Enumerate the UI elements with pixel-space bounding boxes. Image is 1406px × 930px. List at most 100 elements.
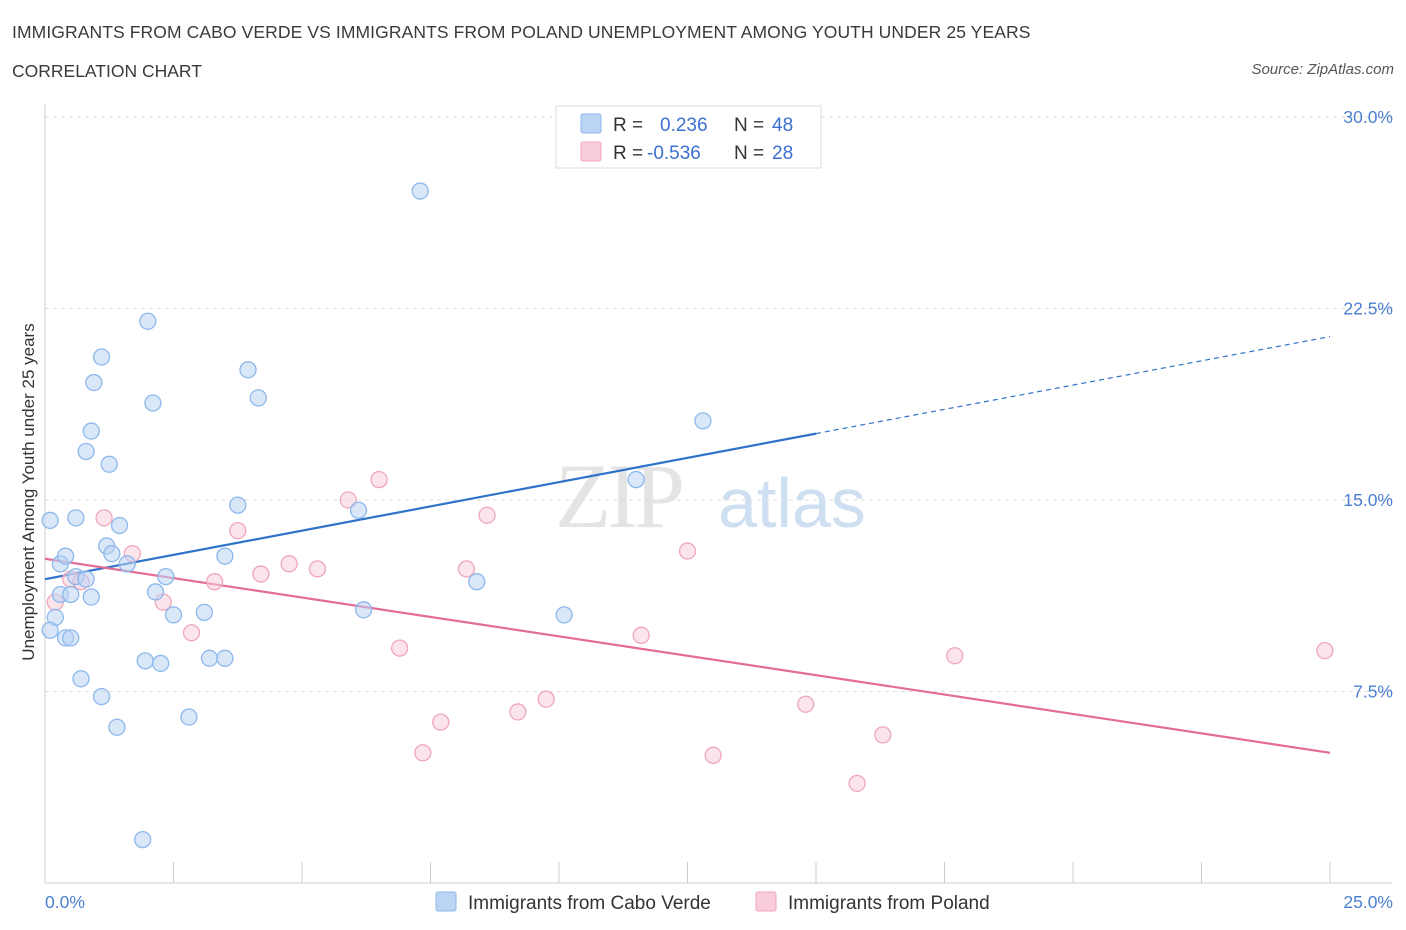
data-point-cabo-verde: [694, 412, 712, 430]
data-point-cabo-verde: [85, 373, 103, 392]
data-point-cabo-verde: [67, 509, 85, 527]
gridlines: [45, 116, 1392, 692]
data-point-cabo-verde: [411, 182, 429, 200]
data-point-cabo-verde: [139, 312, 157, 330]
legend-n-label-poland: N =: [734, 143, 764, 164]
data-point-cabo-verde: [146, 583, 165, 601]
stats-legend: R = 0.236 N = 48 R = -0.536 N = 28: [555, 105, 822, 169]
data-point-poland: [1316, 641, 1334, 660]
data-point-cabo-verde: [41, 621, 59, 639]
data-point-cabo-verde: [134, 830, 152, 849]
legend-swatch-cabo-verde: [580, 113, 602, 134]
legend-r-label-cabo-verde: R =: [613, 115, 643, 136]
legend-n-label-cabo-verde: N =: [734, 115, 764, 136]
data-point-cabo-verde: [77, 570, 95, 588]
data-point-cabo-verde: [157, 567, 175, 586]
data-point-cabo-verde: [151, 654, 170, 673]
data-point-cabo-verde: [92, 348, 111, 366]
data-point-cabo-verde: [249, 389, 267, 407]
watermark-atlas: atlas: [718, 464, 866, 542]
data-point-cabo-verde: [180, 708, 198, 726]
data-point-poland: [308, 560, 327, 578]
data-point-cabo-verde: [627, 470, 645, 489]
legend-r-value-cabo-verde: 0.236: [660, 115, 708, 136]
data-point-poland: [370, 470, 388, 489]
data-point-poland: [339, 491, 357, 509]
bottom-legend-swatch-cabo-verde: [435, 891, 457, 912]
data-point-cabo-verde: [108, 718, 126, 736]
trend-lines: [44, 335, 1331, 754]
axes: [44, 104, 1392, 884]
data-point-poland: [537, 690, 555, 708]
data-point-cabo-verde: [56, 547, 75, 565]
data-point-poland: [229, 521, 247, 540]
legend-n-value-cabo-verde: 48: [772, 115, 793, 136]
trend-line-poland: [44, 557, 1331, 754]
data-point-poland: [632, 626, 650, 644]
bottom-legend-label-cabo-verde: Immigrants from Cabo Verde: [468, 893, 711, 914]
data-point-cabo-verde: [110, 516, 129, 535]
series-legend: Immigrants from Cabo Verde Immigrants fr…: [435, 891, 990, 914]
chart-title: IMMIGRANTS FROM CABO VERDE VS IMMIGRANTS…: [12, 22, 1031, 42]
data-points: [41, 182, 1334, 849]
data-point-cabo-verde: [118, 555, 136, 573]
data-point-cabo-verde: [72, 670, 90, 688]
legend-r-label-poland: R =: [613, 143, 643, 164]
data-point-poland: [205, 573, 224, 591]
y-tick-label: 7.5%: [1353, 682, 1393, 702]
data-point-cabo-verde: [216, 649, 234, 667]
data-point-cabo-verde: [229, 496, 247, 514]
data-point-cabo-verde: [103, 544, 121, 563]
y-tick-label: 15.0%: [1343, 490, 1393, 510]
data-point-poland: [414, 744, 432, 762]
data-point-poland: [95, 509, 113, 527]
data-point-cabo-verde: [100, 455, 118, 473]
trend-line-cabo-verde: [44, 432, 817, 581]
data-point-cabo-verde: [62, 629, 80, 647]
data-point-cabo-verde: [555, 606, 573, 624]
data-point-cabo-verde: [62, 585, 80, 604]
data-point-poland: [704, 746, 722, 764]
data-point-cabo-verde: [41, 511, 59, 530]
data-point-cabo-verde: [77, 442, 95, 461]
data-point-cabo-verde: [164, 606, 183, 624]
y-axis-label: Unemployment Among Youth under 25 years: [19, 323, 38, 660]
data-point-poland: [252, 565, 270, 583]
x-tick-max: 25.0%: [1343, 892, 1393, 912]
data-point-cabo-verde: [136, 652, 154, 670]
data-point-cabo-verde: [144, 394, 162, 412]
data-point-poland: [280, 555, 298, 573]
data-point-poland: [678, 542, 697, 560]
data-point-poland: [946, 647, 964, 665]
data-point-cabo-verde: [468, 573, 486, 591]
trend-line-cabo-verde-extension: [815, 335, 1331, 435]
bottom-legend-swatch-poland: [755, 891, 777, 912]
data-point-cabo-verde: [355, 601, 373, 619]
watermark-zip: ZIP: [555, 445, 682, 547]
data-point-poland: [509, 703, 527, 721]
data-point-poland: [874, 726, 892, 744]
data-point-cabo-verde: [216, 547, 234, 565]
data-point-cabo-verde: [195, 603, 213, 621]
data-point-cabo-verde: [239, 361, 257, 379]
data-point-poland: [478, 506, 496, 524]
data-point-cabo-verde: [82, 588, 100, 606]
data-point-poland: [457, 560, 476, 578]
y-tick-labels: 7.5% 15.0% 22.5% 30.0%: [1343, 107, 1393, 702]
bottom-legend-label-poland: Immigrants from Poland: [788, 893, 990, 914]
legend-n-value-poland: 28: [772, 143, 793, 164]
data-point-poland: [797, 695, 815, 713]
source-label: Source: ZipAtlas.com: [1251, 61, 1394, 78]
legend-swatch-poland: [580, 141, 602, 162]
data-point-cabo-verde: [92, 687, 111, 706]
data-point-cabo-verde: [200, 649, 219, 667]
data-point-cabo-verde: [349, 501, 368, 519]
data-point-poland: [182, 624, 201, 642]
data-point-poland: [432, 713, 450, 731]
data-point-poland: [391, 639, 409, 657]
data-point-poland: [848, 774, 866, 793]
x-tick-min: 0.0%: [45, 892, 85, 912]
y-tick-label: 22.5%: [1343, 299, 1393, 319]
legend-r-value-poland: -0.536: [647, 143, 701, 164]
